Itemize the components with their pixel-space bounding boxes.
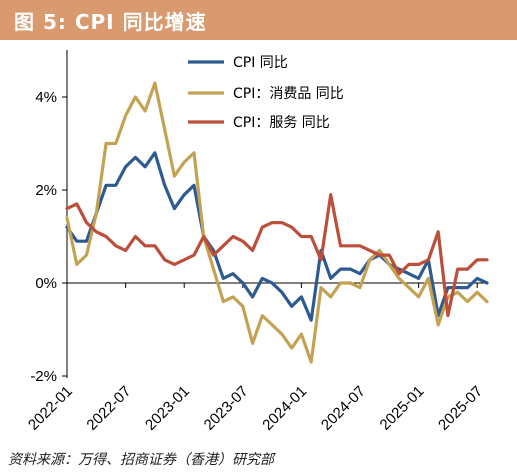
y-tick-label: 0% <box>35 275 57 292</box>
chart-series <box>65 81 489 364</box>
x-tick-label: 2024-01 <box>259 383 310 434</box>
series-line-2 <box>65 193 489 318</box>
x-tick-label: 2025-01 <box>377 383 428 434</box>
chart-legend: CPI 同比 CPI：消费品 同比 CPI：服务 同比 <box>188 55 344 131</box>
figure-title: 图 5: CPI 同比增速 <box>14 10 207 34</box>
y-tick-label: 4% <box>35 89 57 106</box>
legend-label-1: CPI：消费品 同比 <box>233 86 344 102</box>
y-tick-label: 2% <box>35 182 57 199</box>
x-tick-label: 2023-07 <box>201 383 252 434</box>
series-line-0 <box>65 151 489 322</box>
x-tick-label: 2022-01 <box>25 383 76 434</box>
series-line-1 <box>65 81 489 364</box>
y-tick-label: -2% <box>30 368 57 385</box>
legend-label-2: CPI：服务 同比 <box>233 115 330 131</box>
source-note: 资料来源：万得、招商证券（香港）研究部 <box>8 452 274 468</box>
header-bar: 图 5: CPI 同比增速 <box>0 0 517 40</box>
legend-label-0: CPI 同比 <box>233 55 288 71</box>
x-tick-label: 2024-07 <box>318 383 369 434</box>
x-tick-label: 2022-07 <box>83 383 134 434</box>
x-tick-label: 2025-07 <box>435 383 486 434</box>
x-tick-label: 2023-01 <box>142 383 193 434</box>
